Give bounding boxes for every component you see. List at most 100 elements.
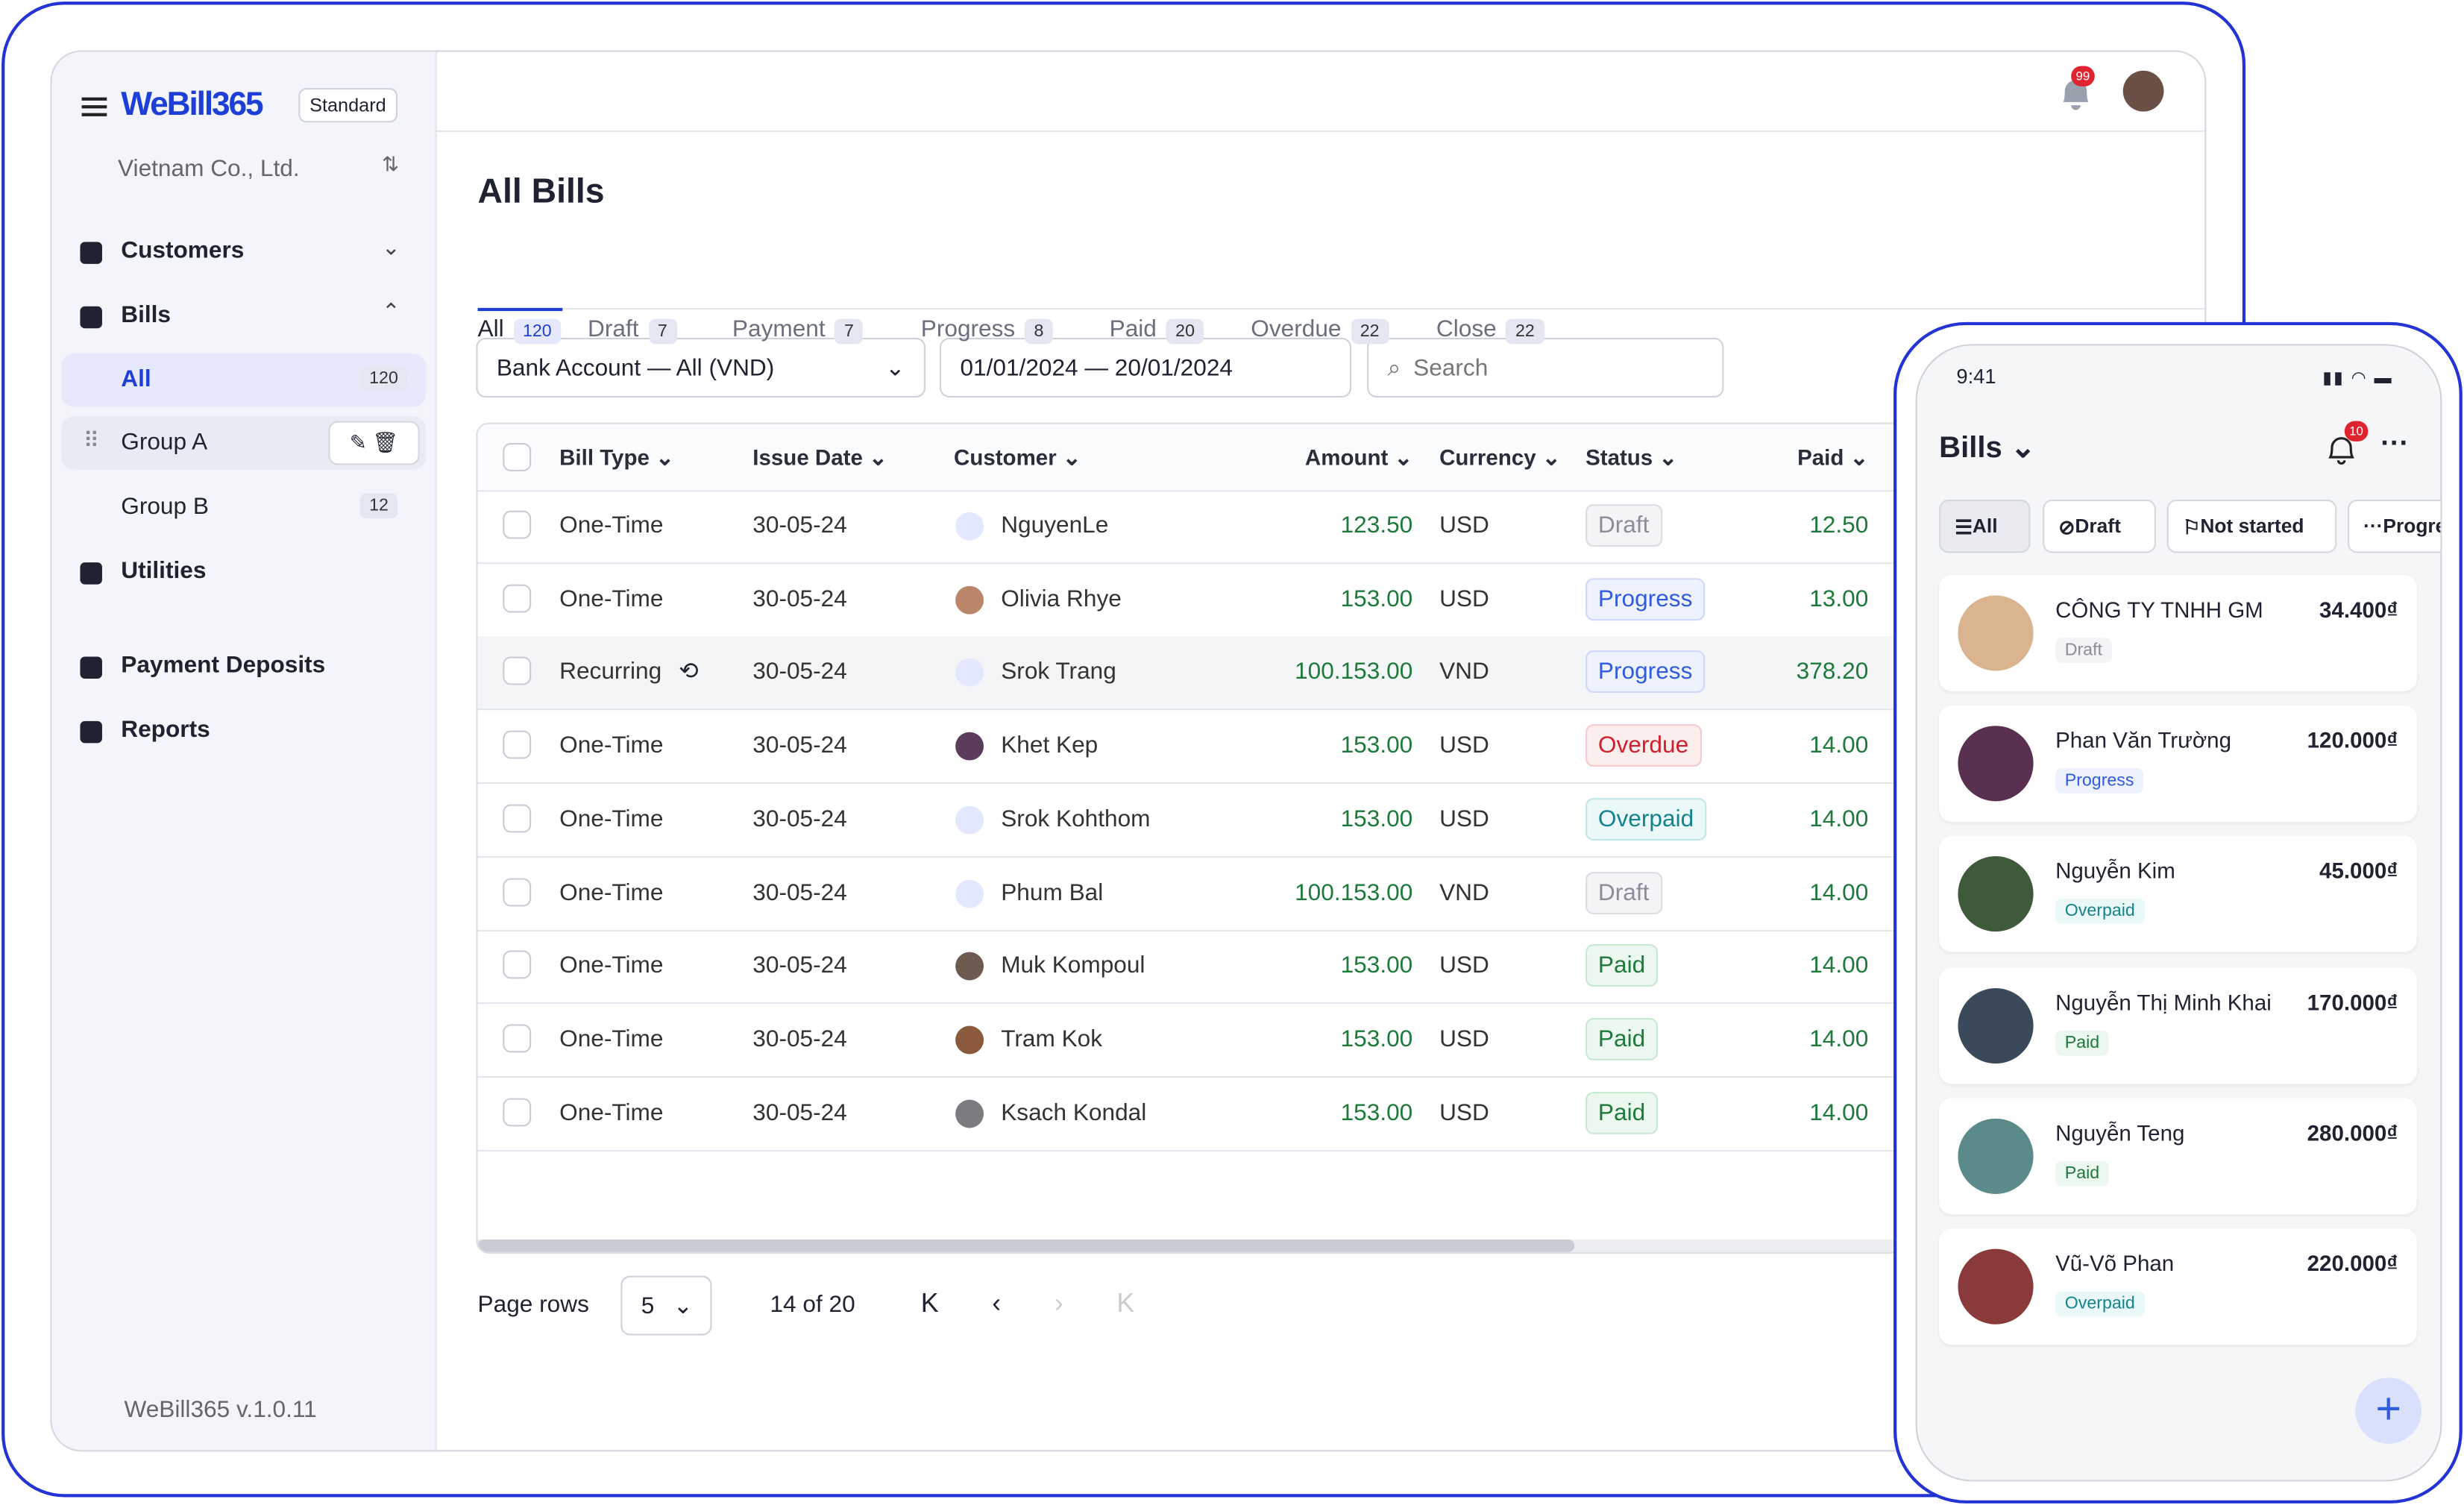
table-row [477, 857, 2205, 931]
filter-chip[interactable]: ··· Progress [2348, 499, 2441, 553]
card-avatar [1958, 1248, 2034, 1325]
tab[interactable]: Close 22 [1436, 315, 1544, 345]
customer: Srok Kohthom [1001, 805, 1151, 833]
customer-avatar [955, 1025, 984, 1055]
nav-item[interactable]: Reports [121, 716, 210, 744]
currency: USD [1439, 1099, 1489, 1126]
currency: USD [1439, 1025, 1489, 1053]
tab-label: Payment [732, 315, 826, 343]
column-header[interactable]: Amount ⌄ [1304, 444, 1413, 470]
row-checkbox[interactable] [503, 510, 532, 539]
date-value: 01/01/2024 — 20/01/2024 [960, 354, 1233, 381]
tab[interactable]: All 120 [477, 315, 562, 345]
bill-card[interactable]: Vũ-Võ Phan 220.000₫ Overpaid [1939, 1228, 2417, 1345]
company[interactable]: Vietnam Co., Ltd. [118, 155, 300, 183]
amount: 153.00 [1340, 1099, 1413, 1126]
tab-label: All [477, 315, 504, 343]
nav-chevron[interactable]: ⌄ [382, 233, 400, 260]
nav-chevron[interactable]: ⌃ [382, 298, 400, 324]
column-header[interactable]: Issue Date ⌄ [752, 444, 887, 470]
column-header[interactable]: Customer ⌄ [954, 444, 1081, 470]
drag-handle[interactable]: ⠿ [83, 427, 100, 453]
row-checkbox[interactable] [503, 1097, 532, 1126]
add-button[interactable]: + [2355, 1377, 2422, 1444]
paid: 14.00 [1809, 732, 1869, 759]
card-status: Draft [2055, 638, 2112, 663]
row-checkbox[interactable] [503, 804, 532, 833]
tab-label: Progress [920, 315, 1016, 343]
status: Paid [1585, 1091, 1659, 1134]
sidebar: WeBill365 Standard Vietnam Co., Ltd. ⇅ W… [51, 51, 437, 1451]
menu-icon[interactable] [80, 95, 108, 117]
search[interactable]: ⌕ Search [1367, 337, 1724, 398]
scrollbar-thumb[interactable] [477, 1239, 1575, 1252]
column-header[interactable]: Paid ⌄ [1797, 444, 1869, 470]
bill-card[interactable]: Nguyễn Kim 45.000₫ Overpaid [1939, 836, 2417, 953]
row-checkbox[interactable] [503, 1024, 532, 1053]
card-avatar [1958, 987, 2034, 1063]
row-checkbox[interactable] [503, 583, 532, 612]
nav-item[interactable]: Payment Deposits [121, 652, 326, 679]
nav-item[interactable]: Utilities [121, 557, 207, 585]
row-checkbox[interactable] [503, 657, 532, 686]
nav-item[interactable]: Bills [121, 301, 172, 329]
date-range[interactable]: 01/01/2024 — 20/01/2024 [940, 337, 1352, 398]
tab[interactable]: Payment 7 [732, 315, 864, 345]
filter-chip[interactable]: ⚐ Not started [2166, 499, 2337, 553]
card-amount: 220.000₫ [2307, 1250, 2398, 1276]
nav-item[interactable]: Customers [121, 237, 245, 264]
group-item[interactable]: All 120 [61, 353, 427, 407]
issue-date: 30-05-24 [752, 1025, 847, 1053]
header-checkbox[interactable] [503, 443, 532, 471]
group-actions[interactable]: ✎ 🗑 [328, 421, 420, 465]
account-select[interactable]: Bank Account — All (VND) ⌄ [476, 337, 926, 398]
tab-count: 22 [1506, 318, 1544, 345]
bill-card[interactable]: Nguyễn Thị Minh Khai 170.000₫ Paid [1939, 967, 2417, 1084]
tab[interactable]: Progress 8 [920, 315, 1054, 345]
group-item[interactable]: Group B 12 [61, 481, 426, 535]
tab[interactable]: Overdue 22 [1251, 315, 1389, 345]
issue-date: 30-05-24 [752, 585, 847, 612]
bill-card[interactable]: Nguyễn Teng 280.000₫ Paid [1939, 1098, 2417, 1214]
status-time: 9:41 [1956, 364, 1996, 389]
customer: NguyenLe [1001, 512, 1109, 539]
tab[interactable]: Draft 7 [588, 315, 677, 345]
mobile-bell[interactable] [2326, 433, 2357, 465]
user-avatar[interactable] [2122, 70, 2164, 112]
customer: Muk Kompoul [1001, 952, 1145, 979]
status: Progress [1585, 650, 1706, 694]
brand: WeBill365 [121, 86, 263, 123]
group-item[interactable]: Group A ⠿ ✎ 🗑 [61, 416, 427, 470]
bill-type: One-Time [559, 585, 664, 612]
more[interactable]: ··· [2380, 427, 2410, 459]
company-switch[interactable]: ⇅ [382, 152, 400, 176]
page-title: All Bills [477, 171, 605, 211]
mobile-title[interactable]: Bills ⌄ [1939, 432, 2036, 465]
bill-card[interactable]: CÔNG TY TNHH GM 34.400₫ Draft [1939, 574, 2417, 691]
customer: Phum Bal [1001, 879, 1104, 906]
row-checkbox[interactable] [503, 730, 532, 759]
card-avatar [1958, 726, 2034, 802]
pager-buttons[interactable]: K‹›K [920, 1288, 1188, 1319]
column-header[interactable]: Status ⌄ [1585, 444, 1678, 470]
column-header[interactable]: Bill Type ⌄ [559, 444, 674, 470]
tab-count: 120 [513, 318, 562, 345]
issue-date: 30-05-24 [752, 805, 847, 833]
bill-type: One-Time [559, 1025, 664, 1053]
tab[interactable]: Paid 20 [1110, 315, 1204, 345]
issue-date: 30-05-24 [752, 659, 847, 686]
table: Bill Type ⌄ Issue Date ⌄ Customer ⌄ Amount … [476, 422, 2205, 1254]
page-size[interactable]: 5 ⌄ [620, 1275, 712, 1336]
column-header[interactable]: Currency ⌄ [1439, 444, 1561, 470]
row-checkbox[interactable] [503, 877, 532, 906]
row-checkbox[interactable] [503, 950, 532, 979]
bill-card[interactable]: Phan Văn Trường 120.000₫ Progress [1939, 706, 2417, 823]
status: Paid [1585, 944, 1659, 987]
nav-icon [80, 656, 102, 679]
bell[interactable] [2057, 74, 2095, 115]
filter-chip[interactable]: ⊘ Draft [2043, 499, 2156, 553]
filter-chip[interactable]: ☰ All [1939, 499, 2031, 553]
tab-label: Overdue [1251, 315, 1342, 343]
table-row [477, 490, 2205, 565]
